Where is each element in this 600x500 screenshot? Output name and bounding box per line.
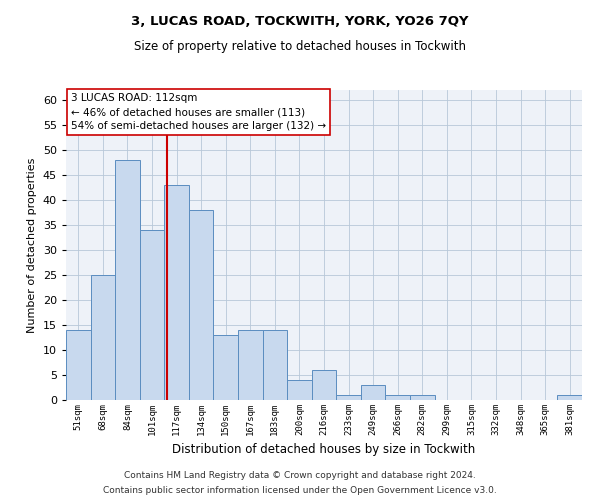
Bar: [66, 330, 91, 400]
Text: Contains HM Land Registry data © Crown copyright and database right 2024.: Contains HM Land Registry data © Crown c…: [124, 471, 476, 480]
Text: 3, LUCAS ROAD, TOCKWITH, YORK, YO26 7QY: 3, LUCAS ROAD, TOCKWITH, YORK, YO26 7QY: [131, 15, 469, 28]
Text: Size of property relative to detached houses in Tockwith: Size of property relative to detached ho…: [134, 40, 466, 53]
Text: Contains public sector information licensed under the Open Government Licence v3: Contains public sector information licen…: [103, 486, 497, 495]
Bar: [140, 230, 164, 400]
Bar: [287, 380, 312, 400]
X-axis label: Distribution of detached houses by size in Tockwith: Distribution of detached houses by size …: [172, 444, 476, 456]
Bar: [361, 385, 385, 400]
Text: 3 LUCAS ROAD: 112sqm
← 46% of detached houses are smaller (113)
54% of semi-deta: 3 LUCAS ROAD: 112sqm ← 46% of detached h…: [71, 93, 326, 131]
Bar: [214, 335, 238, 400]
Y-axis label: Number of detached properties: Number of detached properties: [27, 158, 37, 332]
Bar: [312, 370, 336, 400]
Bar: [91, 275, 115, 400]
Bar: [557, 395, 582, 400]
Bar: [238, 330, 263, 400]
Bar: [336, 395, 361, 400]
Bar: [385, 395, 410, 400]
Bar: [263, 330, 287, 400]
Bar: [410, 395, 434, 400]
Bar: [164, 185, 189, 400]
Bar: [115, 160, 140, 400]
Bar: [189, 210, 214, 400]
